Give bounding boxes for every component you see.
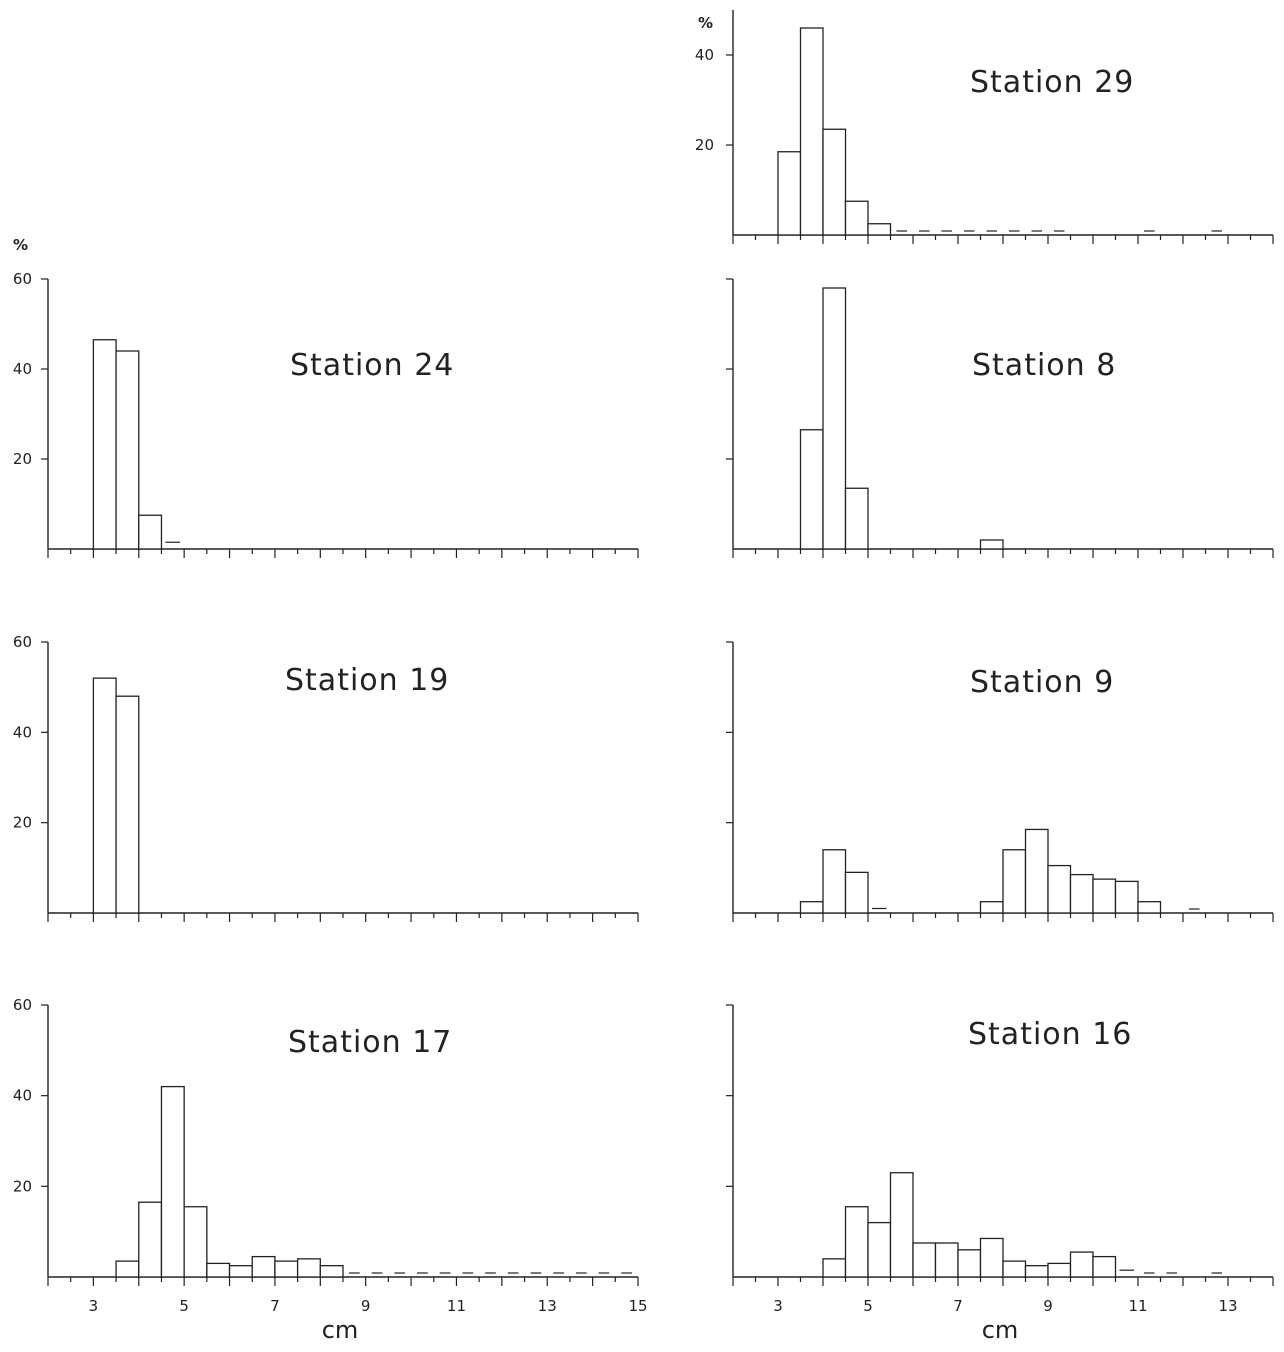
histogram-bar — [867, 223, 892, 236]
histogram-bar — [1002, 1260, 1027, 1278]
histogram-bar — [296, 1258, 321, 1278]
x-tick-label: 3 — [773, 1297, 783, 1315]
histogram-bar — [912, 1242, 937, 1278]
histogram-bar — [206, 1262, 231, 1278]
station-title: Station 8 — [972, 348, 1116, 383]
histogram-bar — [979, 901, 1004, 914]
histogram-bar — [844, 871, 869, 914]
histogram-bar — [1114, 880, 1139, 914]
histogram-bar — [1002, 849, 1027, 914]
histogram-bar — [822, 849, 847, 914]
histogram-bar — [274, 1260, 299, 1278]
station-title: Station 16 — [968, 1017, 1132, 1052]
x-tick-label: 15 — [628, 1297, 647, 1315]
x-tick-label: 13 — [538, 1297, 557, 1315]
station-title: Station 9 — [970, 665, 1114, 700]
y-tick-label: 20 — [13, 814, 32, 832]
histogram-bar — [92, 339, 117, 550]
histogram-bar — [228, 1265, 253, 1278]
histogram-bar — [251, 1255, 276, 1278]
histogram-bar — [844, 200, 869, 236]
histogram-bar — [319, 1265, 344, 1278]
histogram-bar — [957, 1249, 982, 1278]
histogram-bar — [1024, 1265, 1049, 1278]
x-tick-label: 13 — [1218, 1297, 1237, 1315]
x-axis-label: cm — [982, 1316, 1019, 1344]
histogram-bar — [92, 677, 117, 914]
histogram-bar — [799, 27, 824, 236]
histogram-bar — [160, 1085, 185, 1278]
histogram-bar — [138, 1201, 163, 1278]
panel-station-29: 20 40% Station 29 — [695, 10, 1274, 244]
panel-station-8: Station 8 — [726, 278, 1274, 558]
histogram-bar — [844, 1206, 869, 1278]
histogram-bar — [822, 128, 847, 236]
histogram-bar — [1047, 864, 1072, 914]
x-tick-label: 5 — [863, 1297, 873, 1315]
histogram-bar — [1024, 828, 1049, 914]
histogram-bar — [1092, 1255, 1117, 1278]
histogram-bar — [799, 901, 824, 914]
histogram-bar — [183, 1206, 208, 1278]
panel-station-9: Station 9 — [726, 641, 1274, 922]
histogram-bar — [799, 429, 824, 550]
histogram-bar — [777, 151, 802, 236]
station-title: Station 17 — [288, 1025, 452, 1060]
histogram-bar — [844, 487, 869, 550]
histogram-bar — [138, 514, 163, 550]
x-tick-label: 9 — [1043, 1297, 1053, 1315]
histogram-bar — [1069, 1251, 1094, 1278]
histogram-bar — [1137, 901, 1162, 914]
station-title: Station 19 — [285, 663, 449, 698]
station-title: Station 24 — [290, 348, 454, 383]
histogram-bar — [115, 695, 140, 914]
y-tick-label: 20 — [695, 136, 714, 154]
y-tick-label: 60 — [13, 270, 32, 288]
station-title: Station 29 — [970, 65, 1134, 100]
y-tick-label: 40 — [13, 723, 32, 741]
x-tick-label: 9 — [361, 1297, 371, 1315]
x-axis-label: cm — [322, 1316, 359, 1344]
panel-station-24: 20 40 60% Station 24 — [13, 236, 639, 558]
y-tick-label: 40 — [13, 1087, 32, 1105]
histogram-bar — [1047, 1262, 1072, 1278]
x-tick-label: 5 — [179, 1297, 189, 1315]
histogram-bar — [115, 350, 140, 550]
histogram-bar — [889, 1172, 914, 1278]
histogram-bar — [115, 1260, 140, 1278]
y-tick-label: 60 — [13, 633, 32, 651]
y-tick-label: 40 — [695, 46, 714, 64]
x-tick-label: 7 — [270, 1297, 280, 1315]
panel-station-17: 20 40 60 3 5 7 9 11 13 15 cm Station 17 — [13, 996, 648, 1344]
y-tick-label: 20 — [13, 1177, 32, 1195]
x-tick-label: 11 — [1128, 1297, 1147, 1315]
histogram-bar — [867, 1221, 892, 1278]
y-axis-unit-label: % — [698, 14, 713, 32]
histogram-bar — [822, 287, 847, 550]
panel-station-16: 3 5 7 9 11 13 cm Station 16 — [726, 1004, 1274, 1344]
histogram-bar — [979, 539, 1004, 550]
histogram-bar — [1092, 878, 1117, 914]
histogram-bar — [934, 1242, 959, 1278]
y-tick-label: 60 — [13, 996, 32, 1014]
histogram-bar — [979, 1237, 1004, 1278]
histogram-bar — [1069, 873, 1094, 914]
y-axis-unit-label: % — [13, 236, 28, 254]
x-tick-label: 3 — [89, 1297, 99, 1315]
x-tick-label: 7 — [953, 1297, 963, 1315]
y-tick-label: 40 — [13, 360, 32, 378]
y-tick-label: 20 — [13, 450, 32, 468]
x-tick-label: 11 — [447, 1297, 466, 1315]
panel-station-19: 20 40 60 Station 19 — [13, 633, 639, 922]
histogram-bar — [822, 1258, 847, 1278]
